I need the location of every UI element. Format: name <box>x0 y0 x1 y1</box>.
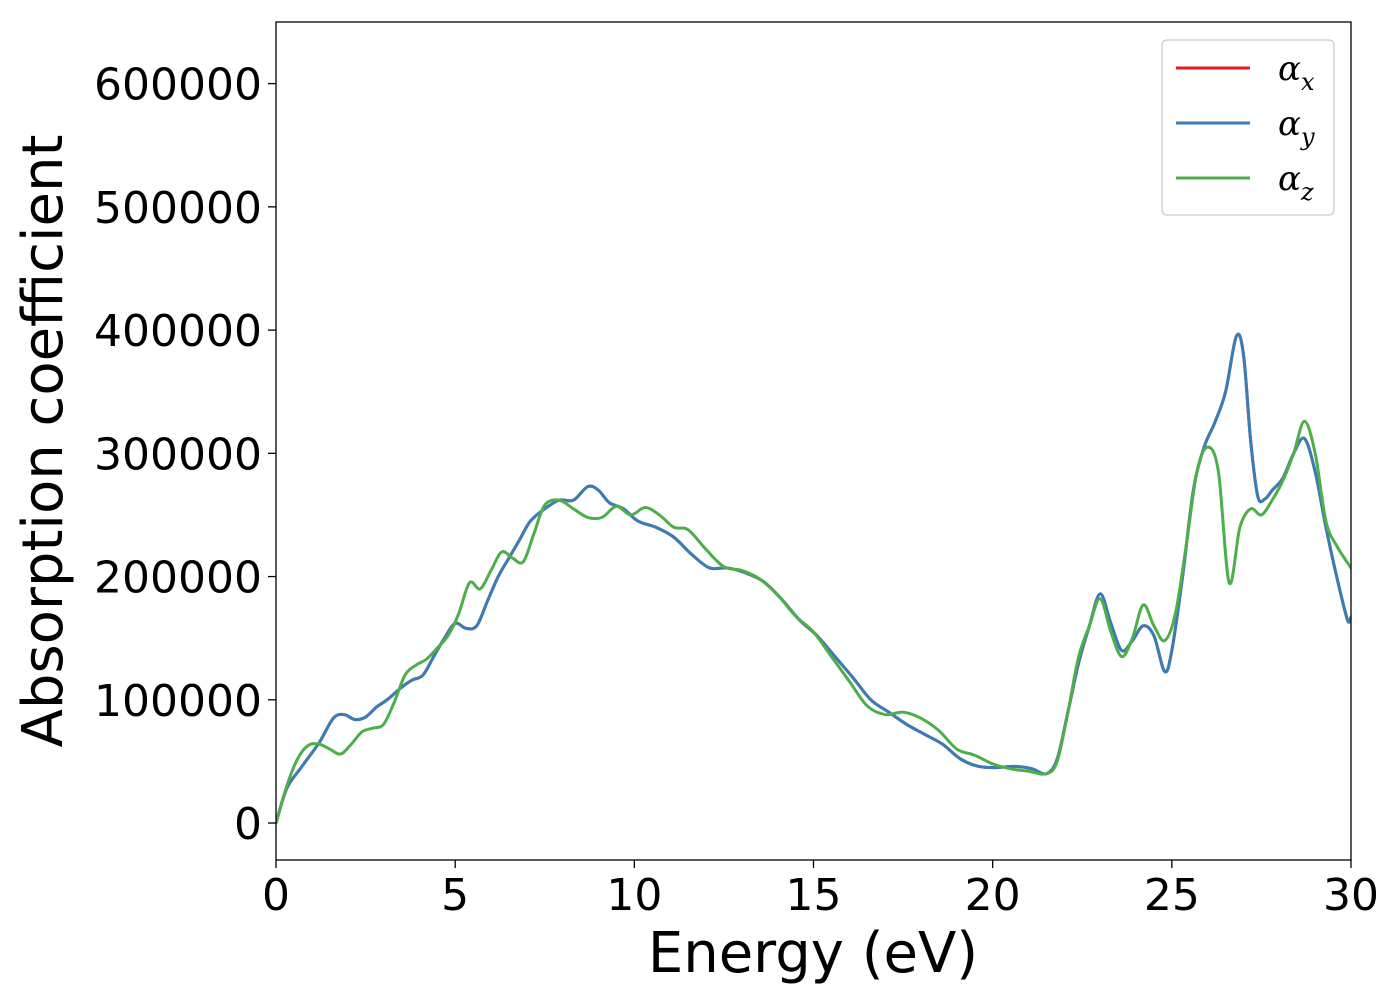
x-tick-label: 20 <box>965 870 1021 921</box>
legend-box <box>1161 39 1335 216</box>
x-axis-title: Energy (eV) <box>648 921 978 986</box>
x-tick-label: 0 <box>262 870 290 921</box>
y-axis-title: Absorption coefficient <box>11 135 76 748</box>
x-tick-label: 15 <box>786 870 842 921</box>
x-tick-label: 25 <box>1144 870 1200 921</box>
y-tick-label: 100000 <box>94 676 262 727</box>
x-tick-label: 10 <box>606 870 662 921</box>
legend-label-x: αx <box>1278 49 1315 96</box>
y-tick-label: 200000 <box>94 553 262 604</box>
series-line-z <box>276 419 1351 825</box>
x-tick-label: 5 <box>441 870 469 921</box>
y-tick-label: 500000 <box>94 183 262 234</box>
legend-label-y: αy <box>1278 104 1315 151</box>
y-tick-label: 0 <box>234 799 262 850</box>
y-tick-label: 300000 <box>94 429 262 480</box>
legend-label-z: αz <box>1278 159 1314 206</box>
y-tick-label: 400000 <box>94 306 262 357</box>
y-tick-label: 600000 <box>94 60 262 111</box>
x-tick-label: 30 <box>1323 870 1379 921</box>
